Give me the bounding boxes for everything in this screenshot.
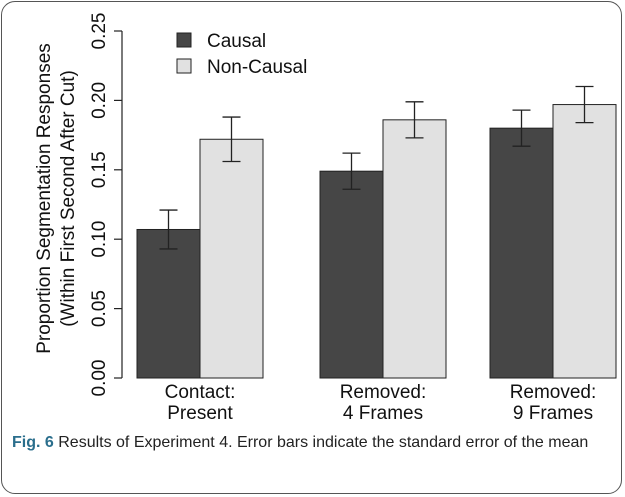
x-tick-label: Contact: — [165, 382, 236, 403]
bar — [136, 228, 201, 379]
x-tick-label: 9 Frames — [513, 403, 593, 420]
bar — [382, 119, 447, 379]
x-tick-label: Removed: — [340, 382, 427, 403]
bar — [489, 127, 554, 379]
error-bar — [222, 116, 241, 163]
error-bar — [575, 85, 594, 124]
y-tick-label: 0.15 — [89, 151, 110, 188]
y-tick-label: 0.00 — [89, 360, 110, 397]
y-axis-label: Proportion Segmentation Responses — [34, 43, 55, 354]
x-tick-label: 4 Frames — [343, 403, 423, 420]
error-bar — [159, 209, 178, 250]
error-bar — [512, 109, 531, 147]
x-tick-label: Present — [167, 403, 233, 420]
y-tick-label: 0.10 — [89, 221, 110, 258]
legend-swatch — [176, 58, 192, 74]
legend-label: Non-Causal — [207, 57, 307, 78]
bar — [319, 170, 384, 379]
error-bar — [405, 101, 424, 139]
y-axis-label: (Within First Second After Cut) — [58, 70, 79, 327]
y-tick-label: 0.25 — [89, 13, 110, 50]
caption-text: Results of Experiment 4. Error bars indi… — [58, 434, 589, 451]
y-tick-label: 0.20 — [89, 82, 110, 119]
error-bar — [342, 152, 361, 190]
x-tick-label: Removed: — [510, 382, 597, 403]
bar — [199, 138, 264, 379]
bar — [552, 104, 617, 379]
caption-label: Fig. 6 — [12, 434, 54, 451]
legend-label: Causal — [207, 31, 266, 52]
y-tick-label: 0.05 — [89, 290, 110, 327]
legend-swatch — [176, 32, 192, 48]
caption: Fig. 6 Results of Experiment 4. Error ba… — [12, 432, 612, 454]
chart: 0.00 0.05 0.10 0.15 0.20 0.25 Proportion Segme… — [34, 13, 617, 420]
